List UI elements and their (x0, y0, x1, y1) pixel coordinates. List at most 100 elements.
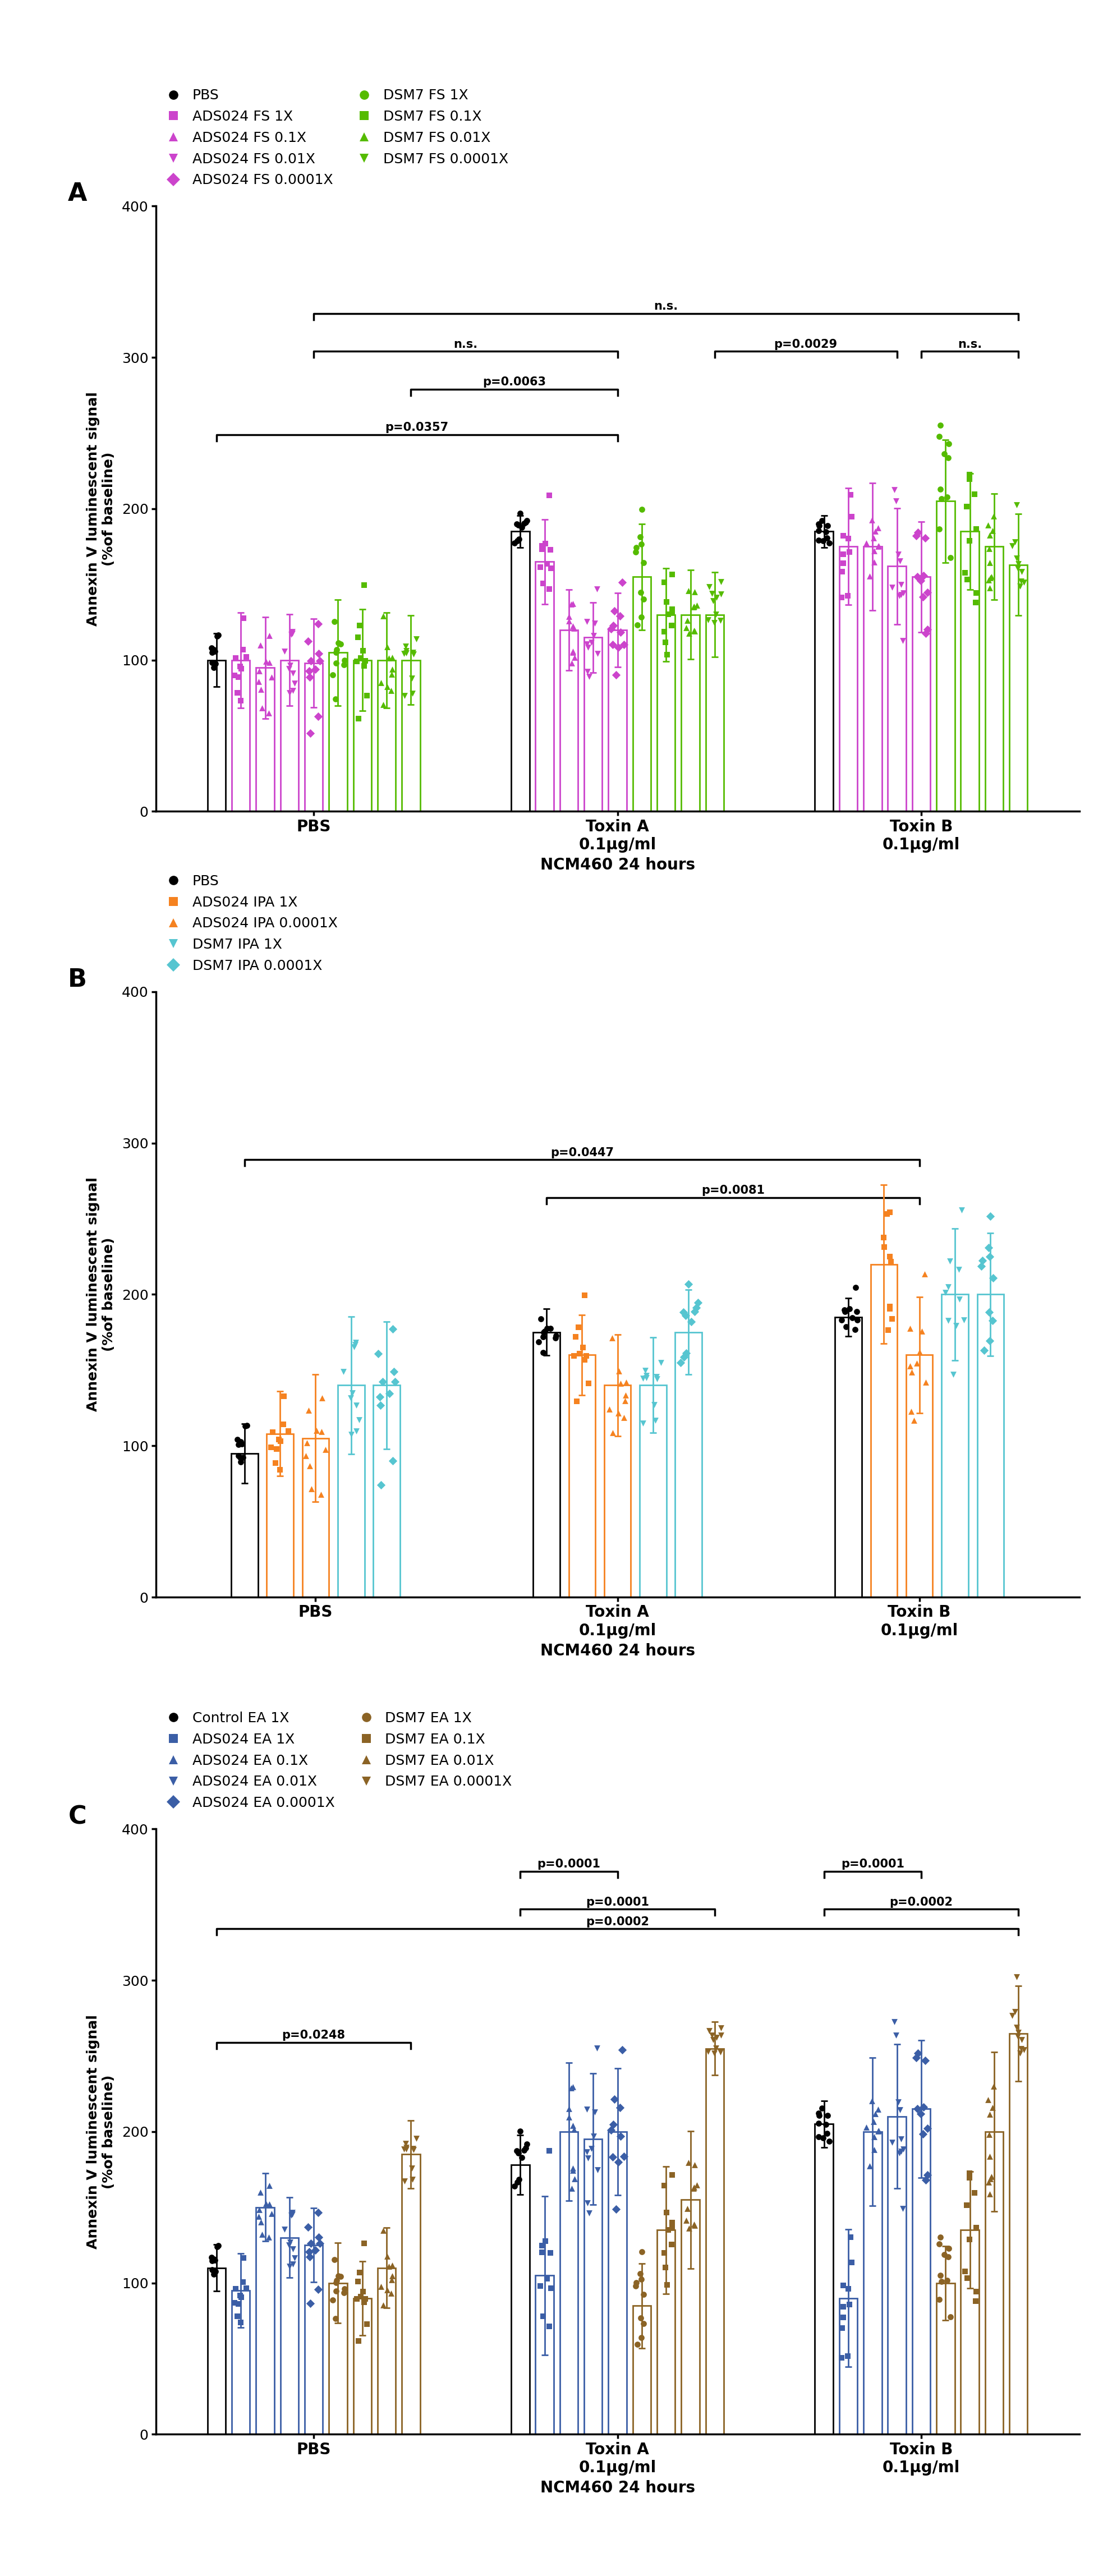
Point (327, 631, 345, 672)
Point (917, 2107, 935, 2148)
Point (231, 647, 249, 688)
Point (685, 2202, 703, 2244)
Point (575, 1275, 593, 1316)
Bar (231, 2290, 250, 2434)
Point (228, 2295, 246, 2336)
Point (327, 677, 345, 719)
Point (335, 644, 353, 685)
Point (580, 2192, 598, 2233)
Point (564, 2151, 582, 2192)
Point (229, 1425, 247, 1466)
Point (354, 631, 371, 672)
Point (627, 2262, 645, 2303)
Point (324, 654, 341, 696)
Bar (814, 531, 833, 811)
Point (931, 2215, 949, 2257)
Point (834, 544, 852, 585)
Point (712, 2014, 729, 2056)
Bar (559, 629, 578, 811)
Point (917, 572, 935, 613)
Point (609, 1394, 627, 1435)
Point (378, 626, 396, 667)
Point (396, 626, 414, 667)
Point (533, 2226, 550, 2267)
Point (509, 505, 527, 546)
Point (299, 1388, 317, 1430)
Point (688, 2164, 706, 2205)
Point (663, 2154, 681, 2195)
Point (604, 605, 622, 647)
Point (513, 2138, 530, 2179)
Point (250, 652, 268, 693)
Point (231, 1440, 249, 1481)
Point (286, 662, 304, 703)
Point (616, 1381, 634, 1422)
Point (350, 2251, 368, 2293)
Point (870, 2110, 887, 2151)
Bar (207, 659, 226, 811)
Point (229, 657, 247, 698)
Point (864, 2102, 882, 2143)
Point (312, 1473, 330, 1515)
Point (297, 1435, 315, 1476)
Point (336, 2267, 354, 2308)
Point (570, 1332, 588, 1373)
Point (904, 1399, 922, 1440)
Point (615, 623, 633, 665)
Text: p=0.0081: p=0.0081 (701, 1185, 764, 1195)
Point (378, 665, 396, 706)
Text: p=0.0063: p=0.0063 (483, 376, 546, 386)
Point (865, 541, 883, 582)
Point (967, 2208, 985, 2249)
Point (396, 2123, 414, 2164)
Point (814, 2117, 832, 2159)
Text: n.s.: n.s. (454, 337, 477, 350)
Point (636, 1350, 654, 1391)
Point (307, 649, 325, 690)
Point (861, 2146, 878, 2187)
Bar (231, 1453, 258, 1597)
Point (513, 507, 530, 549)
Point (833, 2336, 851, 2378)
Point (395, 2128, 413, 2169)
Point (530, 2264, 548, 2306)
Point (915, 518, 933, 559)
Text: A: A (68, 183, 88, 206)
Point (302, 1468, 320, 1510)
Point (562, 585, 579, 626)
Point (203, 641, 221, 683)
Point (890, 2081, 907, 2123)
Point (628, 605, 646, 647)
Point (857, 2107, 875, 2148)
Point (252, 670, 270, 711)
Point (284, 2192, 301, 2233)
Point (299, 621, 317, 662)
Point (542, 549, 559, 590)
Point (677, 1332, 695, 1373)
Point (378, 2269, 396, 2311)
Bar (863, 546, 882, 811)
Point (678, 600, 696, 641)
Point (645, 1383, 663, 1425)
Point (882, 1242, 900, 1283)
Point (586, 2092, 604, 2133)
Point (1005, 1991, 1023, 2032)
Bar (302, 1437, 329, 1597)
Point (517, 500, 535, 541)
Point (564, 2066, 582, 2107)
Point (663, 592, 681, 634)
Point (232, 647, 250, 688)
Bar (401, 2154, 420, 2434)
Point (627, 528, 645, 569)
Point (685, 2205, 703, 2246)
Point (300, 657, 318, 698)
Point (885, 469, 903, 510)
Point (508, 502, 526, 544)
Point (834, 2298, 852, 2339)
Bar (681, 2200, 699, 2434)
Text: n.s.: n.s. (654, 301, 678, 312)
Point (955, 1298, 973, 1340)
Point (950, 1249, 967, 1291)
Point (955, 2251, 973, 2293)
Point (301, 2223, 319, 2264)
